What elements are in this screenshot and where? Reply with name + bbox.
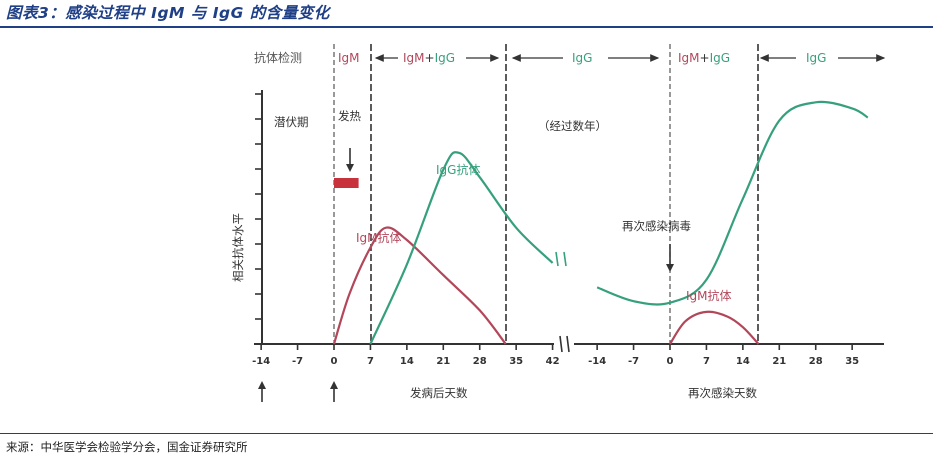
x-axis-ticks [260,344,853,350]
igg-primary-curve [369,151,554,345]
page-title: 图表3：感染过程中 IgM 与 IgG 的含量变化 [6,4,330,22]
x-axis-break [559,335,570,353]
up-arrow-day0 [330,381,338,402]
chart-panel: 抗体检测 IgM IgM+IgG IgG IgM+IgG IgG [198,30,906,432]
x-tick-label: -7 [292,356,303,367]
detection-header-label: 抗体检测 [254,50,302,65]
igm-primary-label: IgM抗体 [356,230,402,245]
up-arrow-day-minus14 [258,381,266,402]
x-axis-label-primary: 发病后天数 [410,386,468,400]
x-tick-label: 14 [736,356,750,367]
igm-reinfection-curve [669,310,760,345]
header-igm-text: IgM [338,51,360,65]
fever-label: 发热 [338,109,361,123]
detection-header-segment-igm-igg-1: IgM+IgG [374,51,500,65]
reinfection-arrow [666,244,674,272]
fever-arrow [346,148,354,172]
x-tick-label: -14 [588,356,606,367]
x-tick-label: 7 [703,356,710,367]
x-tick-label: -14 [252,356,270,367]
y-axis-ticks [255,93,262,345]
x-axis-label-reinfection: 再次感染天数 [688,386,757,400]
fever-period-bar [334,178,359,188]
title-rule [0,26,933,28]
igg-curve-break [555,251,567,267]
y-axis [255,90,263,345]
header-igg-1-text: IgG [572,51,592,65]
x-tick-label: 28 [473,356,487,367]
y-axis-label: 相关抗体水平 [231,213,245,282]
years-annotation: （经过数年） [538,119,607,133]
x-tick-label: 0 [331,356,338,367]
igm-primary-curve [332,226,507,345]
x-axis: -14 -7 0 7 14 21 28 35 42 -14 -7 0 7 14 21 28 35 [252,335,884,367]
header-mixed-2-text: IgM+IgG [678,51,730,65]
source-rule [0,433,933,434]
igg-primary-label: IgG抗体 [436,162,480,177]
x-tick-label: 35 [509,356,523,367]
x-tick-label: 35 [845,356,859,367]
x-tick-label: 14 [400,356,414,367]
detection-header-segment-igg-1: IgG [511,51,660,65]
x-axis-tick-labels: -14 -7 0 7 14 21 28 35 42 -14 -7 0 7 14 21 28 35 [252,356,859,367]
antibody-chart: 抗体检测 IgM IgM+IgG IgG IgM+IgG IgG [231,44,886,402]
x-tick-label: 21 [772,356,786,367]
x-tick-label: 7 [367,356,374,367]
x-tick-label: 21 [436,356,450,367]
igg-reinfection-curve [596,100,869,306]
header-igg-2-text: IgG [806,51,826,65]
detection-header-segment-igm-igg-2: IgM+IgG [678,51,730,65]
header-mixed-1-text: IgM+IgG [403,51,455,65]
igm-reinfection-label: IgM抗体 [686,288,732,303]
reinfection-label: 再次感染病毒 [622,219,691,233]
x-tick-label: 0 [667,356,674,367]
latency-period-label: 潜伏期 [274,115,309,129]
detection-header-segment-igg-2: IgG [759,51,886,65]
source-note: 来源：中华医学会检验学分会，国金证券研究所 [6,440,248,454]
x-tick-label: 28 [809,356,823,367]
x-tick-label: -7 [628,356,639,367]
detection-header-segment-igm: IgM [338,51,360,65]
x-tick-label: 42 [546,356,560,367]
